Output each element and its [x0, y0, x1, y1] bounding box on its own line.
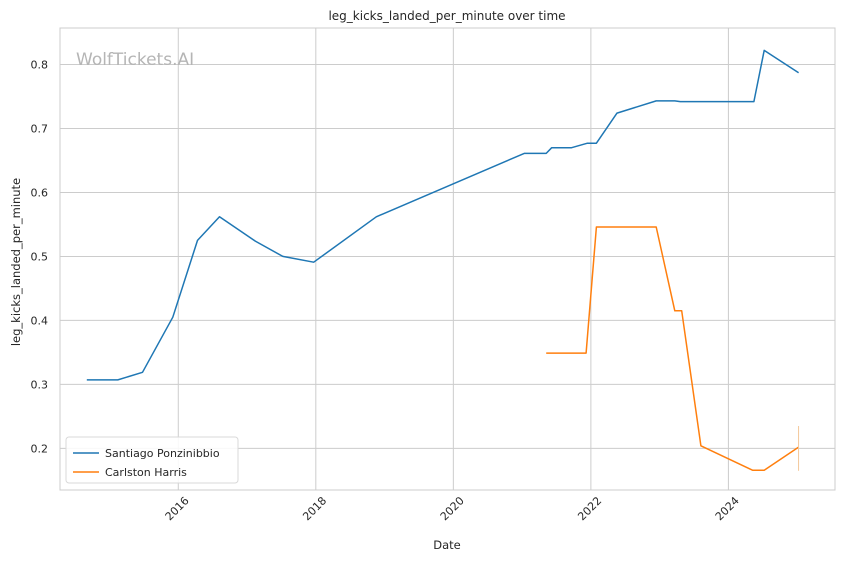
y-tick-label: 0.4: [31, 314, 49, 327]
x-tick-label: 2016: [163, 494, 192, 523]
x-axis-label: Date: [433, 538, 461, 552]
legend-label-santiago: Santiago Ponzinibbio: [105, 447, 220, 460]
series-line-0: [86, 49, 800, 381]
legend: Santiago Ponzinibbio Carlston Harris: [65, 436, 239, 484]
y-tick-label: 0.2: [31, 442, 49, 455]
legend-box: [65, 436, 239, 484]
plot-area: [60, 28, 835, 490]
x-tick-label: 2020: [438, 494, 467, 523]
plot-frame: [59, 27, 836, 491]
legend-label-carlston: Carlston Harris: [105, 466, 187, 479]
y-tick-label: 0.5: [31, 250, 49, 263]
series-line-1: [546, 226, 800, 471]
watermark-text: WolfTickets.AI: [76, 50, 194, 70]
y-tick-label: 0.6: [31, 186, 49, 199]
x-tick-label: 2022: [575, 494, 604, 523]
y-tick-labels: 0.2 0.3 0.4 0.5 0.6 0.7 0.8: [31, 58, 49, 455]
chart-title: leg_kicks_landed_per_minute over time: [328, 9, 565, 23]
x-tick-labels: 2016 2018 2020 2022 2024: [163, 494, 742, 523]
y-tick-label: 0.8: [31, 58, 49, 71]
x-tick-label: 2018: [300, 494, 329, 523]
y-tick-label: 0.3: [31, 378, 49, 391]
y-tick-label: 0.7: [31, 122, 49, 135]
y-axis-label: leg_kicks_landed_per_minute: [9, 178, 23, 346]
series-layer: [86, 49, 800, 471]
x-tick-label: 2024: [713, 494, 742, 523]
